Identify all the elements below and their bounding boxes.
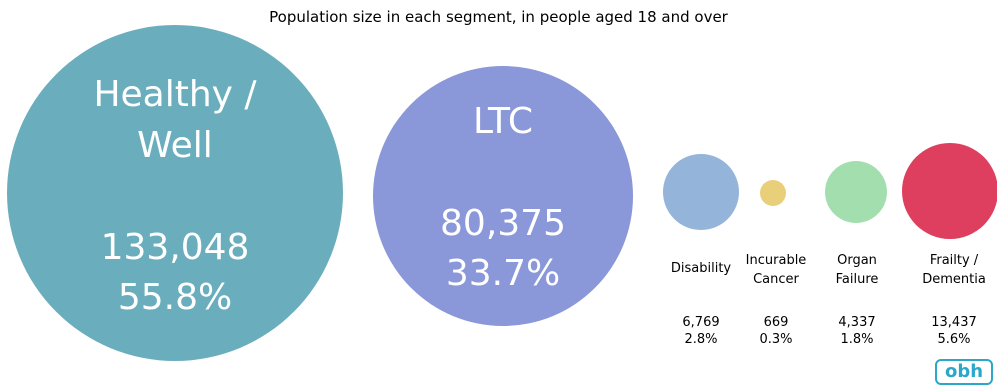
bubble-label-name-4-0: Organ (837, 253, 877, 268)
bubble-label-value-2: 6,769 (682, 315, 719, 330)
bubble-label-percent-5: 5.6% (937, 332, 970, 347)
bubble-label-percent-0: 55.8% (118, 277, 232, 318)
obh-logo: obh (935, 359, 993, 385)
chart-title: Population size in each segment, in peop… (269, 8, 728, 26)
bubble-4 (825, 161, 887, 223)
bubble-label-name-0-1: Well (137, 125, 213, 166)
bubble-label-percent-2: 2.8% (684, 332, 717, 347)
bubble-label-name-3-1: Cancer (753, 272, 799, 287)
bubble-3 (760, 180, 786, 206)
bubble-label-percent-3: 0.3% (759, 332, 792, 347)
bubble-label-value-5: 13,437 (931, 315, 977, 330)
bubble-label-value-0: 133,048 (101, 227, 250, 268)
bubble-label-percent-1: 33.7% (446, 253, 560, 294)
bubble-label-name-3-0: Incurable (746, 253, 807, 268)
bubble-1 (373, 66, 633, 326)
bubble-label-value-4: 4,337 (838, 315, 875, 330)
bubble-label-name-2: Disability (671, 261, 732, 276)
bubble-2 (663, 154, 739, 230)
bubble-0 (7, 25, 343, 361)
bubble-label-value-3: 669 (764, 315, 789, 330)
bubble-label-name-0-0: Healthy / (93, 74, 257, 115)
bubble-label-name-5-0: Frailty / (930, 253, 979, 268)
bubble-label-name-4-1: Failure (836, 272, 879, 287)
bubble-label-value-1: 80,375 (440, 203, 566, 244)
bubble-5 (902, 143, 997, 239)
bubble-label-percent-4: 1.8% (840, 332, 873, 347)
bubble-label-name-5-1: Dementia (922, 272, 986, 287)
bubble-label-name-1: LTC (473, 101, 533, 142)
